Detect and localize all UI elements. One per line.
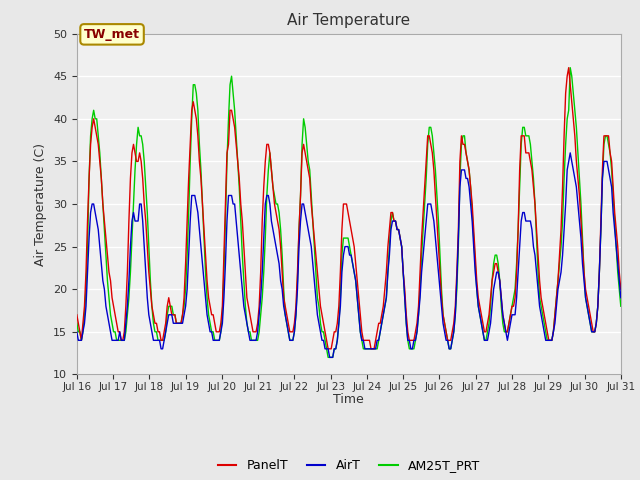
Text: TW_met: TW_met bbox=[84, 28, 140, 41]
Title: Air Temperature: Air Temperature bbox=[287, 13, 410, 28]
Y-axis label: Air Temperature (C): Air Temperature (C) bbox=[35, 143, 47, 265]
Legend: PanelT, AirT, AM25T_PRT: PanelT, AirT, AM25T_PRT bbox=[212, 454, 485, 477]
X-axis label: Time: Time bbox=[333, 394, 364, 407]
